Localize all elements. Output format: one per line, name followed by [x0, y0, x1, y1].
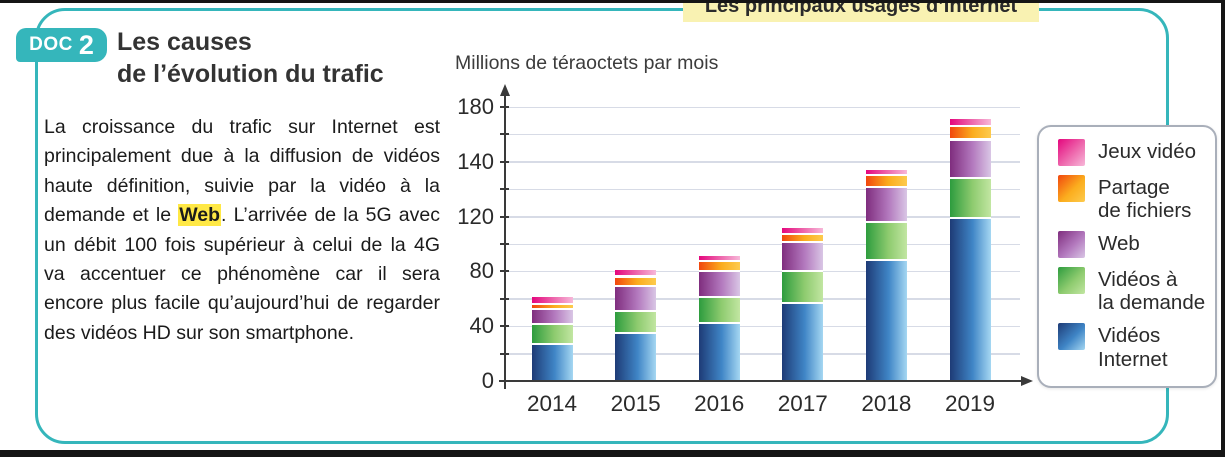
x-axis-arrow-icon [1021, 376, 1033, 386]
bar-segment-videos-internet-2014 [531, 342, 573, 381]
legend-label-videos-internet: Vidéos Internet [1098, 324, 1168, 371]
legend-swatch-jeux-video [1058, 139, 1085, 166]
bar-segment-videos-demande-2015 [615, 309, 657, 332]
legend-item-videos-demande: Vidéos à la demande [1058, 266, 1207, 315]
bar-segment-videos-internet-2015 [615, 331, 657, 381]
bar-segment-videos-internet-2017 [782, 301, 824, 381]
doc-badge-prefix: DOC [29, 34, 73, 55]
bar-segment-partage-fichiers-2016 [698, 260, 740, 271]
x-label-2016: 2016 [694, 391, 745, 416]
y-axis-line [504, 95, 506, 382]
doc-title: Les causes de l’évolution du trafic [117, 26, 384, 90]
bar-segment-jeux-video-2015 [615, 270, 657, 276]
bar-segment-web-2017 [782, 241, 824, 271]
bar-segment-partage-fichiers-2015 [615, 275, 657, 286]
y-tick-label-0: 0 [481, 368, 494, 393]
bar-segment-videos-demande-2017 [782, 270, 824, 302]
bar-segment-videos-internet-2019 [949, 216, 991, 381]
chart-title: Les principaux usages d’Internet [704, 0, 1018, 17]
bar-segment-web-2019 [949, 138, 991, 177]
page-frame-bottom [0, 450, 1225, 457]
bar-segment-videos-demande-2018 [865, 220, 907, 260]
bar-segment-videos-demande-2019 [949, 176, 991, 217]
legend-item-jeux-video: Jeux vidéo [1058, 139, 1207, 166]
x-axis-origin-tick [504, 382, 506, 389]
bar-segment-partage-fichiers-2017 [782, 233, 824, 242]
legend-item-partage-fichiers: Partage de fichiers [1058, 174, 1207, 223]
y-tick-label-140: 140 [457, 148, 494, 174]
doc-badge: DOC 2 [16, 28, 107, 62]
doc-title-line1: Les causes [117, 28, 252, 56]
y-tick-label-180: 180 [457, 94, 494, 119]
y-tick-label-120: 120 [457, 203, 494, 229]
legend-swatch-web [1058, 231, 1085, 258]
page-frame-right [1221, 0, 1225, 457]
y-axis-arrow-icon [500, 84, 510, 96]
chart-title-banner: Les principaux usages d’Internet [683, 0, 1039, 22]
doc-paragraph: La croissance du trafic sur Internet est… [44, 113, 440, 348]
legend-label-partage-fichiers: Partage de fichiers [1098, 175, 1192, 223]
gridline [505, 161, 1020, 163]
bar-segment-partage-fichiers-2018 [865, 174, 907, 187]
bar-segment-partage-fichiers-2014 [531, 302, 573, 309]
doc-badge-number: 2 [78, 29, 94, 60]
legend-label-web: Web [1098, 232, 1140, 255]
bar-segment-videos-demande-2014 [531, 323, 573, 343]
x-label-2015: 2015 [610, 391, 661, 416]
legend-item-videos-internet: Vidéos Internet [1058, 323, 1207, 371]
x-label-2018: 2018 [861, 391, 912, 416]
y-tick-label-80: 80 [469, 258, 494, 284]
legend-swatch-partage-fichiers [1058, 174, 1085, 202]
gridline [505, 353, 1020, 355]
bar-segment-videos-demande-2016 [698, 296, 740, 323]
bar-segment-web-2015 [615, 285, 657, 310]
x-axis-line [499, 380, 1022, 382]
paragraph-text-before: La croissance du trafic sur Internet est… [44, 116, 440, 227]
y-axis-title: Millions de téraoctets par mois [455, 52, 719, 74]
bar-segment-jeux-video-2014 [531, 297, 573, 303]
legend-swatch-videos-internet [1058, 323, 1085, 350]
gridline [505, 270, 1020, 273]
bar-segment-videos-internet-2016 [698, 322, 740, 381]
bar-segment-jeux-video-2016 [698, 256, 740, 261]
gridline [505, 298, 1020, 300]
bar-segment-jeux-video-2017 [782, 227, 824, 234]
gridline [505, 243, 1020, 245]
bar-segment-web-2016 [698, 270, 740, 297]
gridline [505, 106, 1020, 108]
bar-segment-jeux-video-2018 [865, 170, 907, 175]
bar-segment-videos-internet-2018 [865, 259, 907, 381]
y-tick-label-40: 40 [469, 313, 494, 339]
x-label-2014: 2014 [526, 391, 578, 416]
legend-label-jeux-video: Jeux vidéo [1098, 140, 1197, 163]
gridline [505, 133, 1020, 136]
bar-segment-web-2014 [531, 308, 573, 324]
paragraph-text-after: . L’arrivée de la 5G avec un débit 100 f… [44, 204, 440, 344]
x-label-2019: 2019 [944, 391, 996, 416]
gridline [505, 325, 1020, 328]
bar-segment-partage-fichiers-2019 [949, 124, 991, 139]
legend-item-web: Web [1058, 231, 1207, 258]
gridline [505, 188, 1020, 191]
gridline [505, 216, 1020, 218]
legend-swatch-videos-demande [1058, 266, 1085, 294]
page-frame-top [0, 0, 1225, 3]
bar-segment-web-2018 [865, 186, 907, 221]
doc-title-line2: de l’évolution du trafic [117, 60, 384, 88]
legend-label-videos-demande: Vidéos à la demande [1098, 267, 1206, 315]
x-label-2017: 2017 [777, 391, 828, 416]
bar-segment-jeux-video-2019 [949, 119, 991, 125]
paragraph-highlight-web: Web [178, 204, 222, 227]
